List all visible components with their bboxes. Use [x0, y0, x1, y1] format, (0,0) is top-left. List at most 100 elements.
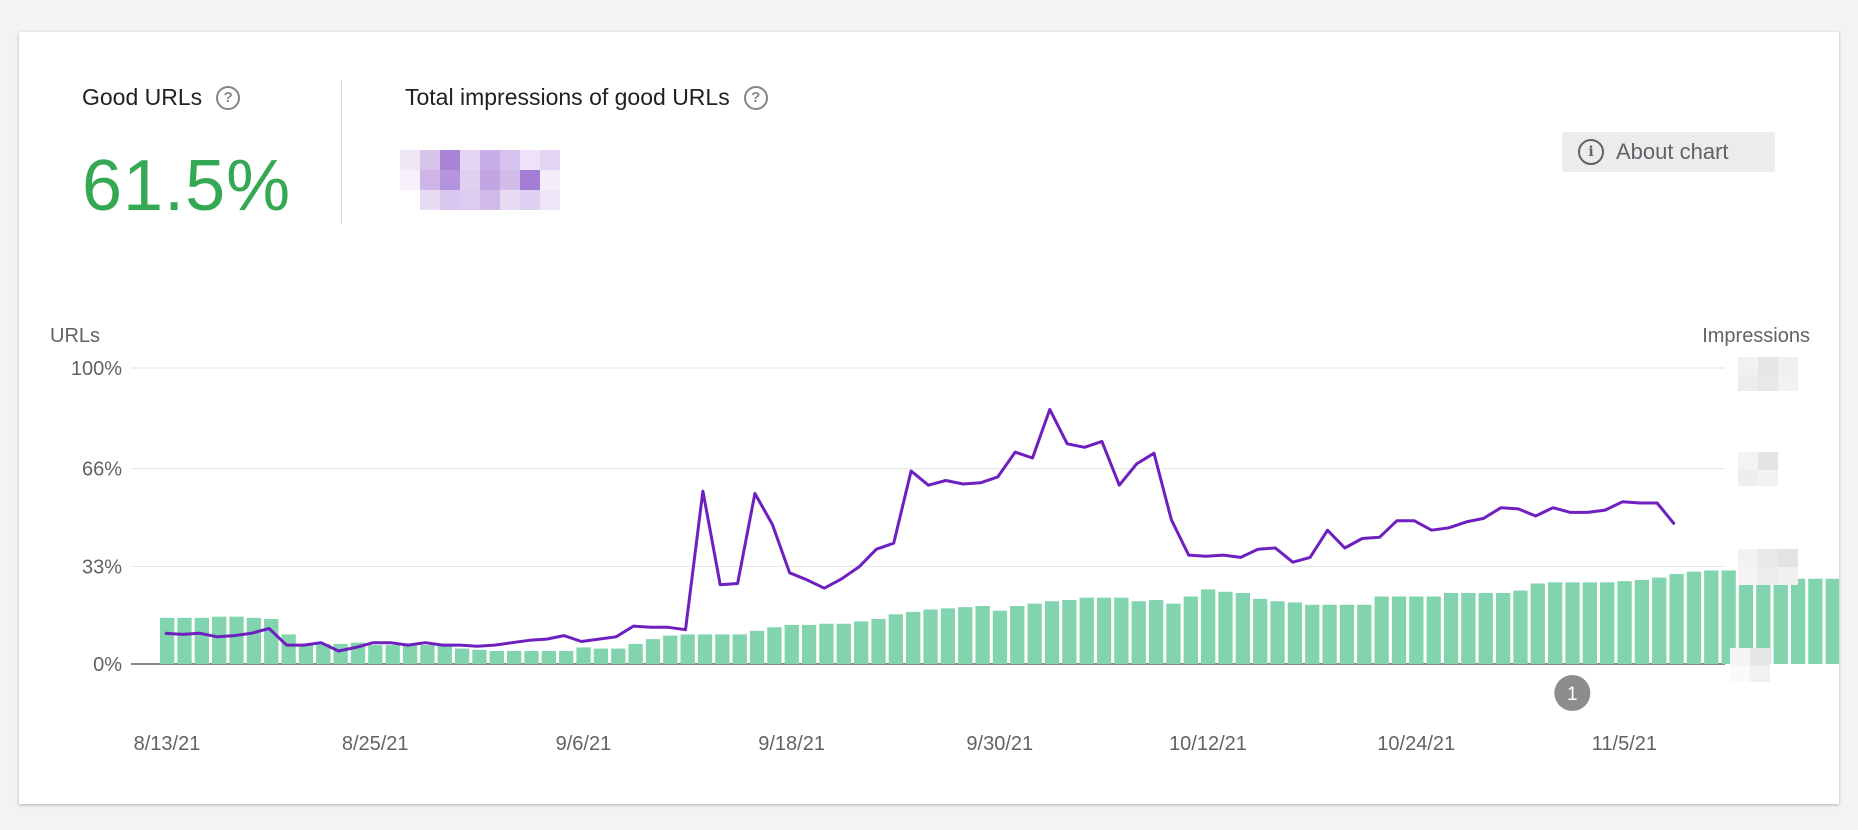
bar	[1391, 596, 1407, 664]
bar	[767, 627, 782, 664]
bar	[715, 634, 730, 664]
bar	[1478, 592, 1493, 664]
redacted-impressions-value	[400, 150, 560, 210]
x-axis-ticks: 8/13/21 8/25/21 9/6/21 9/18/21 9/30/21 10/12/…	[134, 733, 1657, 755]
bar	[1062, 600, 1077, 664]
bar	[1409, 596, 1424, 664]
x-tick-label: 9/18/21	[758, 733, 825, 755]
y-left-axis-label: URLs	[50, 325, 100, 347]
bar	[1825, 578, 1839, 664]
y-tick-label: 66%	[82, 459, 122, 481]
help-icon[interactable]: ?	[743, 85, 768, 110]
bar	[1305, 604, 1320, 664]
bar	[1201, 589, 1216, 664]
bar	[264, 619, 279, 664]
annotation-marker[interactable]: 1	[1554, 675, 1591, 711]
bar	[1235, 592, 1250, 664]
bar	[1530, 583, 1545, 664]
chart-area: URLs Impressions 100% 66% 33% 0% 8/13/21 8/2…	[50, 325, 1839, 755]
metric-divider	[341, 80, 342, 224]
x-tick-label: 8/25/21	[342, 733, 409, 755]
bar	[1756, 576, 1771, 664]
bar	[368, 645, 383, 664]
bar	[1114, 597, 1129, 664]
y-axis-ticks: 100% 66% 33% 0%	[71, 358, 122, 676]
bar	[906, 611, 921, 664]
good-urls-bars	[160, 570, 1839, 664]
bar	[489, 650, 504, 664]
bar	[1790, 578, 1806, 664]
bar	[229, 616, 244, 664]
core-web-vitals-card: Good URLs ? 61.5% Total impressions of g…	[19, 32, 1839, 804]
bar	[975, 605, 990, 664]
bar	[940, 608, 956, 664]
y-tick-label: 0%	[93, 654, 122, 676]
bar	[559, 650, 574, 664]
bar	[1027, 603, 1042, 664]
bar	[888, 614, 903, 664]
bar	[1096, 597, 1112, 664]
x-tick-label: 10/24/21	[1377, 733, 1455, 755]
bar	[316, 643, 331, 664]
bar	[402, 645, 418, 664]
bar	[819, 623, 834, 664]
x-tick-label: 8/13/21	[134, 733, 201, 755]
bar	[1617, 581, 1632, 664]
impressions-line-group	[164, 407, 1676, 653]
bar	[1374, 596, 1389, 664]
bar	[420, 645, 435, 664]
bar	[1513, 590, 1528, 664]
bar	[958, 607, 973, 664]
bar	[593, 648, 609, 664]
bar	[1183, 596, 1198, 664]
bar	[749, 630, 765, 664]
bar	[732, 634, 747, 664]
y-right-axis-label: Impressions	[1702, 325, 1810, 347]
bar	[1166, 603, 1181, 664]
help-icon[interactable]: ?	[216, 85, 241, 110]
bar	[854, 621, 869, 664]
bar	[1287, 602, 1303, 664]
bar	[1773, 577, 1788, 664]
bar	[1565, 582, 1580, 664]
impressions-label: Total impressions of good URLs	[405, 84, 730, 110]
bar	[1600, 582, 1615, 664]
good-urls-value: 61.5%	[82, 146, 292, 226]
bar	[1548, 582, 1563, 664]
bar	[576, 647, 591, 664]
impressions-line	[164, 407, 1676, 653]
bar	[298, 643, 314, 664]
bar	[281, 634, 296, 664]
bar	[1443, 592, 1459, 664]
bar	[541, 650, 556, 664]
bar	[836, 623, 851, 664]
bar	[992, 610, 1008, 664]
bar	[697, 634, 713, 664]
bar	[524, 650, 539, 664]
bar	[628, 643, 643, 664]
bar	[194, 617, 209, 664]
bar	[1270, 601, 1285, 664]
bar	[1131, 601, 1146, 664]
bar	[1322, 604, 1337, 664]
bar	[611, 648, 626, 664]
info-icon: i	[1578, 139, 1604, 165]
bar	[663, 635, 678, 664]
bar	[1721, 570, 1736, 664]
bar	[246, 617, 262, 664]
good-urls-label: Good URLs	[82, 84, 203, 110]
bar	[680, 634, 695, 664]
bar	[1218, 591, 1233, 664]
about-chart-button[interactable]: i About chart	[1562, 132, 1775, 172]
x-tick-label: 11/5/21	[1592, 733, 1657, 755]
bar	[385, 645, 400, 664]
bar	[1253, 598, 1268, 664]
bar	[1652, 577, 1667, 664]
bar	[1339, 604, 1355, 664]
bar	[177, 617, 192, 664]
bar	[871, 619, 886, 664]
bar	[333, 643, 348, 664]
bar	[1686, 571, 1702, 664]
bar	[1148, 600, 1164, 664]
bar	[437, 645, 452, 664]
